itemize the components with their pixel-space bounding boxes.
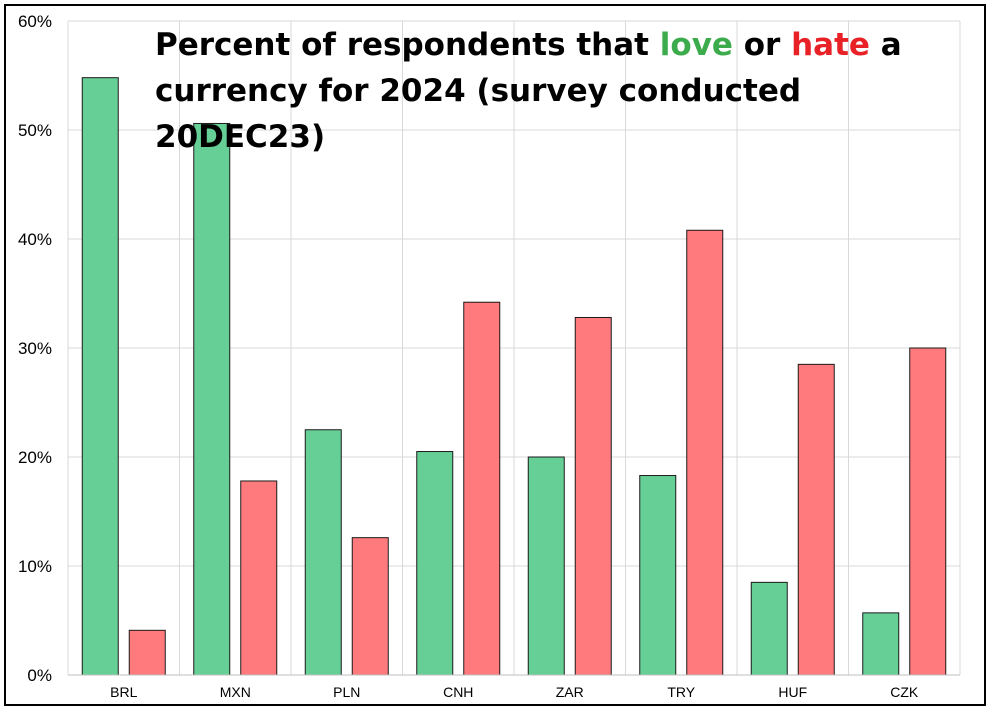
x-tick-label: ZAR	[556, 684, 584, 700]
y-tick-label: 10%	[18, 557, 52, 576]
bar-love-brl	[81, 77, 119, 676]
x-tick-label: CZK	[890, 684, 919, 700]
x-tick-label: HUF	[778, 684, 807, 700]
bar-love-huf	[750, 581, 788, 676]
y-tick-label: 20%	[18, 448, 52, 467]
tick-labels: 0% 10% 20% 30% 40% 50% 60% BRL MXN PLN CNH ZAR TRY HU…	[18, 12, 919, 700]
chart-title: Percent of respondents that love or hate…	[155, 22, 955, 160]
x-tick-label: BRL	[110, 684, 137, 700]
bar-love-czk	[862, 612, 900, 676]
bar-hate-huf	[797, 363, 835, 676]
bar-love-cnh	[416, 451, 454, 676]
title-part3: a	[869, 27, 902, 63]
y-tick-label: 60%	[18, 12, 52, 31]
title-part2: or	[732, 27, 792, 63]
x-tick-label: PLN	[333, 684, 360, 700]
x-tick-label: TRY	[667, 684, 695, 700]
title-part1: Percent of respondents that	[155, 27, 660, 63]
y-tick-label: 30%	[18, 339, 52, 358]
bars	[81, 77, 947, 676]
bar-hate-mxn	[240, 480, 278, 676]
y-tick-label: 50%	[18, 121, 52, 140]
bar-hate-brl	[128, 629, 166, 676]
bar-hate-zar	[574, 316, 612, 676]
bar-love-try	[639, 475, 677, 676]
title-hate-word: hate	[791, 27, 870, 63]
bar-love-zar	[527, 456, 565, 676]
bar-hate-pln	[351, 537, 389, 676]
bar-hate-try	[686, 229, 724, 676]
bar-love-mxn	[193, 122, 231, 676]
y-tick-label: 0%	[27, 666, 52, 685]
x-tick-label: MXN	[220, 684, 251, 700]
bar-hate-czk	[909, 347, 947, 676]
y-tick-label: 40%	[18, 230, 52, 249]
title-love-word: love	[659, 27, 733, 63]
title-line2: currency for 2024 (survey conducted 20DE…	[155, 73, 802, 155]
x-tick-label: CNH	[443, 684, 473, 700]
bar-love-pln	[304, 429, 342, 676]
bar-hate-cnh	[463, 301, 501, 676]
